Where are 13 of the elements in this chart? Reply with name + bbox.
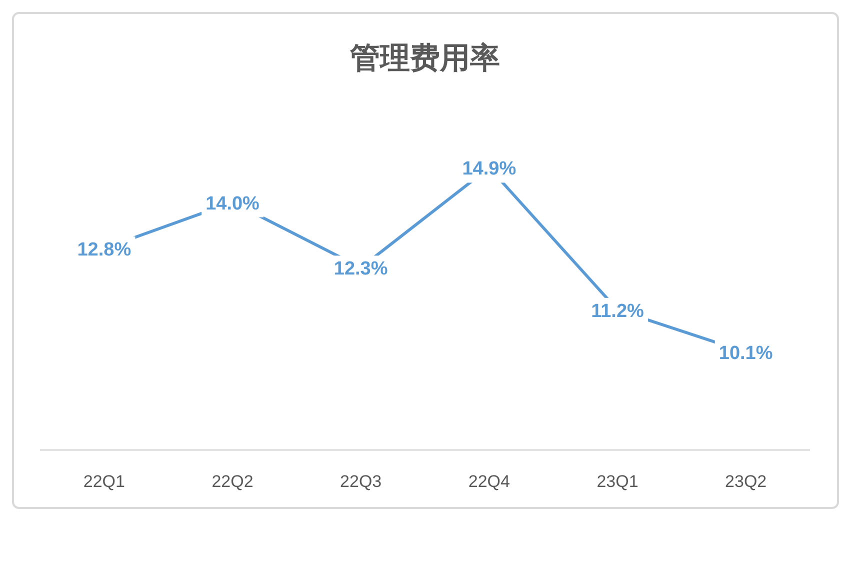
data-label: 12.8%	[77, 239, 132, 260]
data-label: 11.2%	[591, 300, 644, 322]
x-tick-label: 22Q3	[340, 472, 382, 491]
x-tick-label: 22Q2	[212, 472, 254, 491]
chart-title: 管理费用率	[349, 41, 500, 75]
x-tick-label: 23Q1	[596, 472, 638, 491]
data-label: 14.0%	[206, 193, 260, 214]
x-tick-label: 22Q1	[83, 472, 125, 491]
x-tick-label: 22Q4	[468, 472, 510, 491]
data-label: 12.3%	[334, 258, 388, 280]
data-label: 10.1%	[718, 343, 773, 364]
x-tick-label: 23Q2	[725, 472, 767, 491]
data-label: 14.9%	[462, 158, 516, 180]
